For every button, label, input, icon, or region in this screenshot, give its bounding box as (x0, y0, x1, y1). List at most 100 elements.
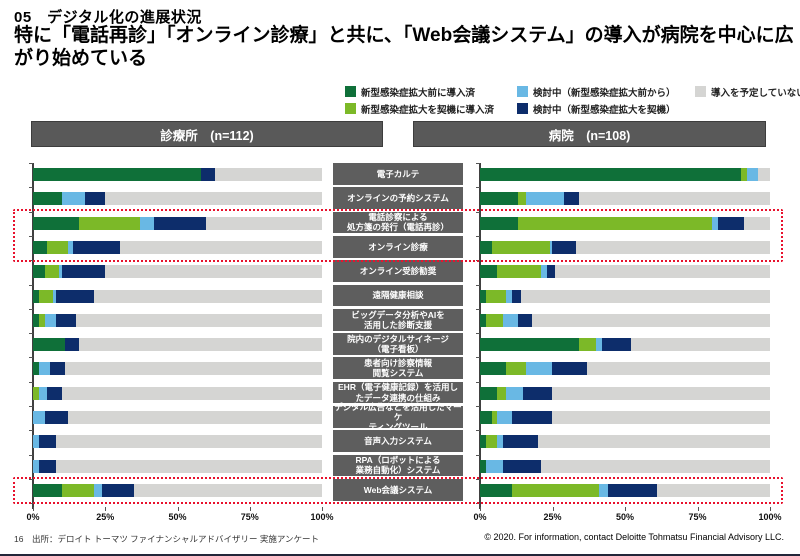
axis-minor-tick (476, 187, 480, 189)
x-axis-tick-label: 100% (310, 512, 334, 522)
category-label: 音声入力システム (333, 430, 463, 454)
bar-segment-installed_during (506, 362, 527, 376)
bar-segment-pre_installed (33, 338, 65, 352)
bar-segment-installed_during (511, 483, 599, 497)
bar-segment-not_planned (56, 459, 322, 473)
bar-segment-pre_installed (33, 313, 39, 327)
x-axis-tick (697, 507, 699, 511)
y-axis-line (479, 163, 481, 509)
legend-label: 新型感染症拡大を契機に導入済 (361, 104, 495, 116)
axis-minor-tick (476, 381, 480, 383)
bar-segment-pre_installed (480, 459, 486, 473)
bar-segment-considering_before (33, 411, 45, 424)
panel-header-hospital: 病院 (n=108) (413, 121, 766, 147)
category-label: オンライン診療 (333, 235, 463, 259)
axis-minor-tick (476, 284, 480, 286)
axis-minor-tick (476, 406, 480, 407)
bar-segment-considering_during (73, 240, 120, 254)
bar-segment-installed_during (38, 289, 54, 303)
bar-segment-considering_before (746, 168, 759, 181)
bar-segment-considering_during (102, 483, 135, 497)
bar-segment-considering_before (503, 313, 518, 327)
stacked-bar (480, 435, 770, 449)
bar-segment-pre_installed (33, 216, 80, 230)
bar-segment-not_planned (215, 168, 322, 181)
axis-minor-tick (476, 357, 480, 359)
axis-minor-tick (29, 357, 33, 359)
stacked-bar (33, 192, 322, 206)
bar-segment-not_planned (134, 483, 322, 497)
axis-minor-tick (476, 430, 480, 432)
bar-segment-not_planned (532, 313, 770, 327)
panel-header-clinic: 診療所 (n=112) (31, 121, 383, 147)
axis-minor-tick (29, 211, 33, 213)
legend-item-installed_during: 新型感染症拡大を契機に導入済 (345, 101, 517, 116)
highlight-box-web-meeting (13, 477, 783, 504)
bar-segment-not_planned (105, 192, 322, 206)
legend-swatch-considering_before (517, 86, 528, 97)
x-axis-tick-label: 0% (26, 512, 40, 522)
stacked-bar (33, 216, 322, 230)
bar-segment-not_planned (587, 362, 770, 376)
stacked-bar (33, 289, 322, 303)
category-label: RPA（ロボットによる 業務自動化）システム (333, 454, 463, 478)
bar-segment-pre_installed (33, 240, 48, 254)
bar-segment-not_planned (575, 240, 770, 254)
bar-segment-considering_before (506, 386, 524, 400)
stacked-bar (33, 313, 322, 327)
bar-segment-considering_before (526, 362, 553, 376)
axis-minor-tick (476, 454, 480, 456)
x-axis-tick (33, 507, 34, 511)
axis-minor-tick (29, 163, 33, 164)
legend-item-considering_before: 検討中（新型感染症拡大前から） (517, 84, 695, 99)
x-axis-tick (177, 507, 179, 511)
source-note: 16 出所：デロイト トーマツ ファイナンシャルアドバイザリー 実施アンケート (14, 534, 320, 544)
bar-segment-pre_installed (480, 483, 512, 497)
axis-minor-tick (476, 235, 480, 237)
x-axis-tick-label: 25% (96, 512, 115, 522)
stacked-bar (33, 362, 322, 376)
bar-segment-not_planned (56, 435, 322, 449)
bar-segment-installed_during (33, 386, 39, 400)
bar-segment-considering_before (33, 459, 39, 473)
axis-minor-tick (29, 454, 33, 456)
bar-segment-considering_before (33, 435, 39, 449)
stacked-bar (480, 483, 770, 497)
page-title: 特に「電話再診」「オンライン診療」と共に、「Web会議システム」の導入が病院を中… (14, 25, 794, 69)
bar-segment-considering_during (47, 386, 62, 400)
bar-segment-considering_before (595, 338, 602, 352)
stacked-bar (33, 240, 322, 254)
bar-segment-not_planned (578, 192, 770, 206)
legend-label: 導入を予定していない (711, 87, 800, 99)
bar-segment-considering_during (564, 192, 579, 206)
bar-segment-pre_installed (480, 265, 498, 279)
bar-segment-installed_during (485, 313, 504, 327)
bar-segment-not_planned (743, 216, 770, 230)
bar-segment-considering_during (511, 411, 553, 424)
category-label: EHR（電子健康記録）を活用し たデータ連携の仕組み (333, 381, 463, 405)
bar-segment-considering_during (717, 216, 744, 230)
category-label: 遠隔健康相談 (333, 284, 463, 308)
x-axis-tick-label: 0% (473, 512, 487, 522)
bar-segment-installed_during (47, 240, 68, 254)
bar-segment-installed_during (517, 192, 527, 206)
bar-segment-considering_during (523, 386, 553, 400)
x-axis-tick (105, 507, 107, 511)
stacked-bar (33, 265, 322, 279)
x-axis-tick-label: 100% (758, 512, 782, 522)
bar-segment-considering_during (38, 435, 57, 449)
stacked-bar (480, 313, 770, 327)
copyright-note: © 2020. For information, contact Deloitt… (484, 532, 784, 542)
bar-segment-considering_before (58, 265, 62, 279)
page-kicker: 05 デジタル化の進展状況 (14, 9, 202, 26)
bar-segment-not_planned (61, 386, 322, 400)
bar-segment-pre_installed (480, 289, 486, 303)
category-label: ビッグデータ分析やAIを 活用した診断支援 (333, 308, 463, 332)
stacked-bar (33, 386, 322, 400)
x-axis-tick (480, 507, 481, 511)
bar-segment-considering_before (711, 216, 718, 230)
x-axis-tick-label: 25% (543, 512, 562, 522)
bar-segment-considering_during (61, 265, 106, 279)
bar-segment-considering_during (64, 338, 80, 352)
category-label: 電子カルテ (333, 163, 463, 186)
